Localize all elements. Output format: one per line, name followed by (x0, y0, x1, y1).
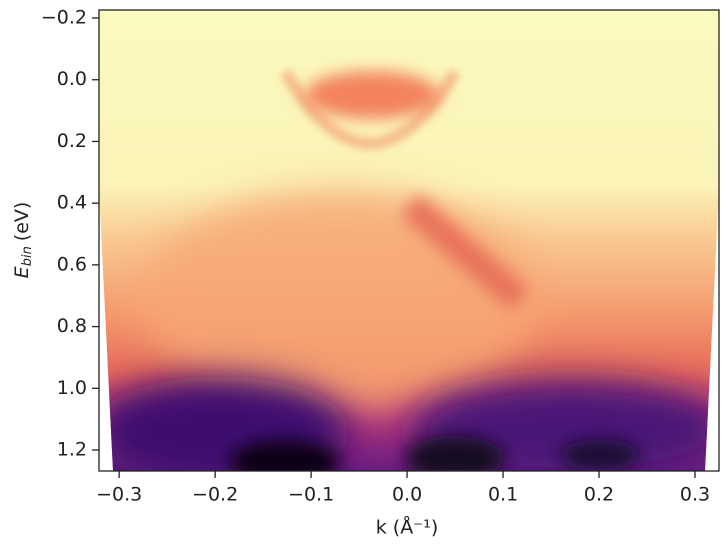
y-tick-label: 1.2 (57, 439, 87, 461)
y-label-symbol: E (11, 266, 33, 278)
spectrum-image (99, 10, 719, 471)
x-axis-label: k (Å⁻¹) (376, 516, 439, 539)
x-tick-label: −0.3 (96, 484, 142, 506)
x-tick-label: 0.0 (392, 484, 422, 506)
y-tick-label: 0.8 (57, 315, 87, 337)
y-axis-label: Ebin (eV) (11, 202, 35, 279)
y-tick-label: 0.0 (57, 68, 87, 90)
plot-frame (98, 9, 720, 472)
y-label-subscript: bin (20, 246, 35, 266)
y-label-unit: (eV) (11, 202, 33, 242)
y-tick-label: 1.0 (57, 377, 87, 399)
y-tick-label: 0.2 (57, 130, 87, 152)
x-tick-label: −0.1 (288, 484, 334, 506)
x-tick-label: 0.1 (488, 484, 518, 506)
x-tick-label: 0.2 (584, 484, 614, 506)
y-tick-label: 0.4 (57, 192, 87, 214)
x-tick-label: −0.2 (192, 484, 238, 506)
y-tick-label: −0.2 (41, 7, 87, 29)
y-tick-label: 0.6 (57, 253, 87, 275)
x-tick-label: 0.3 (680, 484, 710, 506)
